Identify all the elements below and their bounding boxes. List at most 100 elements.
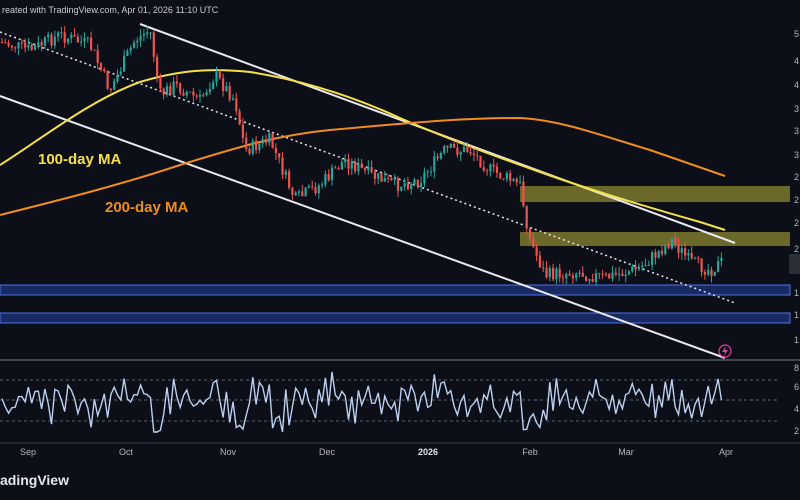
candle xyxy=(575,272,578,282)
candle xyxy=(344,154,347,168)
candle-body xyxy=(172,81,175,95)
candle-body xyxy=(535,246,538,256)
candle-body xyxy=(294,192,297,196)
candle xyxy=(80,35,83,47)
candle-body xyxy=(66,38,70,43)
candle-body xyxy=(314,187,317,194)
time-tick-7: Apr xyxy=(719,447,733,457)
candle-body xyxy=(459,151,462,155)
candle-body xyxy=(274,147,277,154)
candle xyxy=(327,169,330,182)
candle xyxy=(644,258,647,267)
candle xyxy=(307,183,310,189)
candle xyxy=(189,91,192,93)
candle xyxy=(317,183,320,199)
candle-body xyxy=(634,266,637,270)
price-tick-11: 1 xyxy=(794,310,799,320)
price-tick-10: 1 xyxy=(794,288,799,298)
rsi-pane xyxy=(0,371,780,433)
candle xyxy=(621,268,624,277)
candle xyxy=(525,205,528,235)
rsi-tick-3: 2 xyxy=(794,426,799,436)
candle-body xyxy=(433,156,436,172)
channel-lower-line xyxy=(0,95,726,359)
candle xyxy=(132,39,136,49)
candle xyxy=(390,175,393,181)
candle xyxy=(139,28,142,47)
candle xyxy=(7,39,10,48)
candle-body xyxy=(565,273,568,279)
candle-body xyxy=(585,276,588,281)
candle xyxy=(73,28,76,37)
candle xyxy=(363,167,367,174)
candle xyxy=(264,134,268,147)
candle xyxy=(413,177,416,187)
candle xyxy=(535,243,538,262)
candle-body xyxy=(591,278,594,282)
candle xyxy=(505,170,508,183)
candle-body xyxy=(509,173,512,181)
candle xyxy=(258,142,261,154)
candle-body xyxy=(347,159,350,169)
candle xyxy=(27,38,30,51)
candle-body xyxy=(192,91,195,96)
candle-body xyxy=(680,248,683,253)
candle-body xyxy=(264,139,268,143)
candle-body xyxy=(601,273,604,275)
price-tick-12: 1 xyxy=(794,335,799,345)
candle xyxy=(334,165,337,169)
candle-body xyxy=(469,151,472,154)
candle xyxy=(393,174,396,186)
candle xyxy=(30,42,33,51)
candle xyxy=(492,158,495,173)
candle xyxy=(545,261,548,279)
candle xyxy=(651,250,654,270)
candle-body xyxy=(30,44,33,50)
candle-body xyxy=(24,42,27,48)
candle xyxy=(713,271,716,277)
candle-body xyxy=(406,183,409,189)
candle xyxy=(20,39,23,50)
candle-body xyxy=(251,140,254,154)
candle xyxy=(667,241,670,250)
candle-body xyxy=(684,248,687,256)
candle-body xyxy=(330,167,334,181)
candle xyxy=(136,37,139,49)
candle xyxy=(14,46,17,53)
candle xyxy=(274,143,277,160)
candle-body xyxy=(90,37,93,50)
candle xyxy=(10,45,13,51)
candle-body xyxy=(202,94,205,96)
candle-body xyxy=(47,34,50,38)
price-axis: 5 4 4 3 3 3 2 2 2 2 1 1 1 xyxy=(794,29,799,345)
candle xyxy=(558,263,561,283)
candle xyxy=(519,175,522,185)
candle xyxy=(509,169,512,187)
candle-body xyxy=(169,86,172,95)
candle-body xyxy=(344,159,347,163)
candle-body xyxy=(17,42,20,49)
candle-body xyxy=(86,37,89,39)
candle xyxy=(116,69,119,84)
price-tick-3: 3 xyxy=(794,104,799,114)
price-tick-2: 4 xyxy=(794,80,799,90)
candle xyxy=(568,270,571,277)
rsi-line xyxy=(1,371,723,433)
candle-body xyxy=(522,181,525,206)
lightning-icon[interactable] xyxy=(718,344,732,358)
candle-body xyxy=(502,178,505,180)
price-tick-0: 5 xyxy=(794,29,799,39)
candle-body xyxy=(284,171,287,175)
candle xyxy=(198,89,202,103)
price-tick-1: 4 xyxy=(794,56,799,66)
candle xyxy=(479,155,482,168)
candle-body xyxy=(604,273,607,275)
tradingview-logo: adingView xyxy=(0,472,69,488)
candle-body xyxy=(707,269,710,275)
candle-body xyxy=(499,173,502,179)
candle-body xyxy=(387,178,390,180)
candle xyxy=(387,174,390,183)
candle-body xyxy=(53,36,56,46)
candle xyxy=(294,191,297,196)
